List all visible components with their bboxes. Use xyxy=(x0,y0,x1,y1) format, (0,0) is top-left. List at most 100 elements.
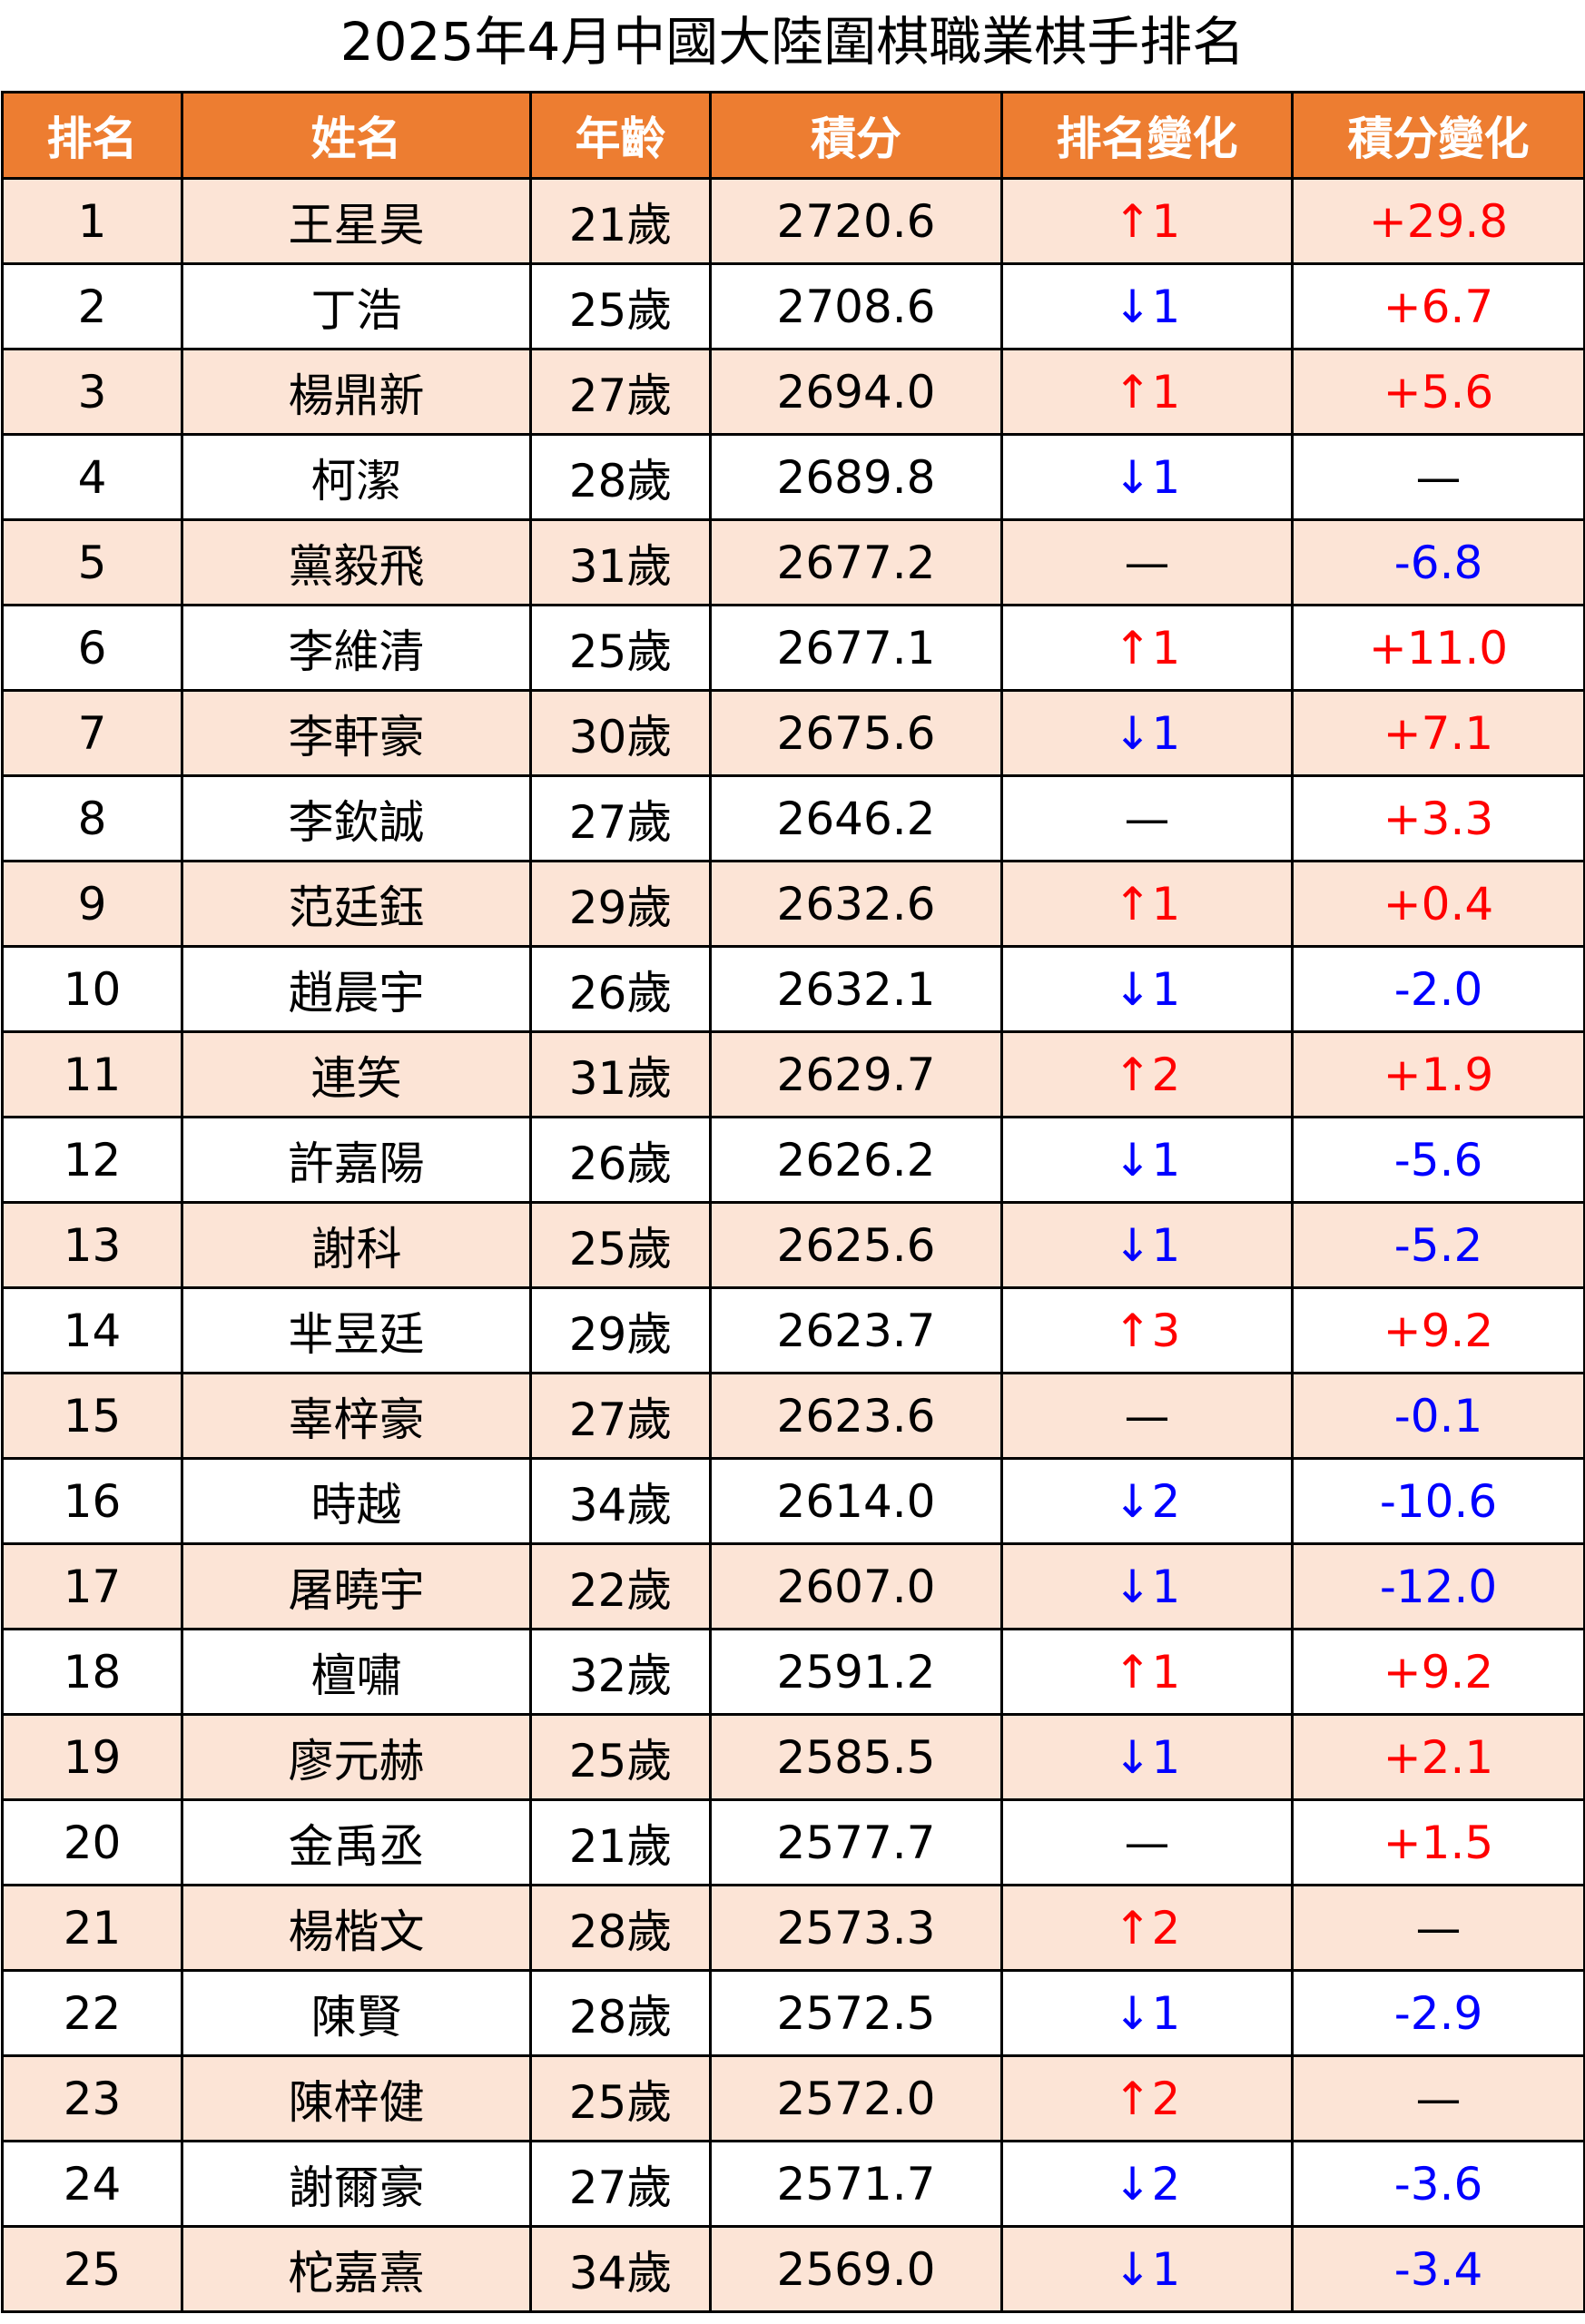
age-cell: 30歲 xyxy=(529,689,712,777)
rank-cell: 21 xyxy=(1,1884,183,1972)
points-cell: 2572.0 xyxy=(709,2054,1003,2142)
name-cell: 李欽誠 xyxy=(181,774,532,862)
name-cell: 丁浩 xyxy=(181,262,532,350)
points-change-cell: +0.4 xyxy=(1291,860,1585,948)
rank-cell: 3 xyxy=(1,348,183,436)
points-change-cell: -5.2 xyxy=(1291,1201,1585,1289)
name-cell: 金禹丞 xyxy=(181,1798,532,1886)
points-cell: 2585.5 xyxy=(709,1713,1003,1801)
table-row: 7 李軒豪 30歲 2675.6 ↓1 +7.1 xyxy=(1,689,1585,777)
table-row: 18 檀嘯 32歲 2591.2 ↑1 +9.2 xyxy=(1,1628,1585,1716)
column-header-rank: 排名 xyxy=(1,91,183,180)
rank-cell: 9 xyxy=(1,860,183,948)
rank-cell: 13 xyxy=(1,1201,183,1289)
age-cell: 29歲 xyxy=(529,860,712,948)
rank-change-cell: ↑1 xyxy=(1000,348,1294,436)
table-row: 9 范廷鈺 29歲 2632.6 ↑1 +0.4 xyxy=(1,860,1585,948)
column-header-points-change: 積分變化 xyxy=(1291,91,1585,180)
table-row: 2 丁浩 25歲 2708.6 ↓1 +6.7 xyxy=(1,262,1585,350)
rank-cell: 4 xyxy=(1,433,183,521)
age-cell: 25歲 xyxy=(529,1201,712,1289)
name-cell: 柁嘉熹 xyxy=(181,2225,532,2313)
name-cell: 謝科 xyxy=(181,1201,532,1289)
rank-cell: 23 xyxy=(1,2054,183,2142)
points-cell: 2626.2 xyxy=(709,1116,1003,1204)
rank-change-cell: ↓1 xyxy=(1000,945,1294,1033)
points-cell: 2614.0 xyxy=(709,1457,1003,1545)
points-change-cell: — xyxy=(1291,433,1585,521)
rank-cell: 25 xyxy=(1,2225,183,2313)
points-cell: 2573.3 xyxy=(709,1884,1003,1972)
rank-cell: 8 xyxy=(1,774,183,862)
rank-cell: 16 xyxy=(1,1457,183,1545)
points-change-cell: +9.2 xyxy=(1291,1286,1585,1374)
points-cell: 2577.7 xyxy=(709,1798,1003,1886)
age-cell: 29歲 xyxy=(529,1286,712,1374)
rank-cell: 24 xyxy=(1,2140,183,2228)
rank-change-cell: ↑1 xyxy=(1000,860,1294,948)
points-change-cell: -2.0 xyxy=(1291,945,1585,1033)
points-change-cell: -0.1 xyxy=(1291,1372,1585,1460)
age-cell: 27歲 xyxy=(529,774,712,862)
table-row: 5 黨毅飛 31歲 2677.2— -6.8 xyxy=(1,518,1585,606)
age-cell: 32歲 xyxy=(529,1628,712,1716)
table-row: 11 連笑 31歲 2629.7 ↑2 +1.9 xyxy=(1,1030,1585,1118)
name-cell: 時越 xyxy=(181,1457,532,1545)
rank-change-cell: ↑2 xyxy=(1000,2054,1294,2142)
points-cell: 2708.6 xyxy=(709,262,1003,350)
name-cell: 許嘉陽 xyxy=(181,1116,532,1204)
points-cell: 2623.7 xyxy=(709,1286,1003,1374)
rank-change-cell: ↑1 xyxy=(1000,604,1294,692)
rank-cell: 10 xyxy=(1,945,183,1033)
age-cell: 25歲 xyxy=(529,1713,712,1801)
table-row: 22 陳賢 28歲 2572.5 ↓1 -2.9 xyxy=(1,1969,1585,2057)
name-cell: 芈昱廷 xyxy=(181,1286,532,1374)
points-cell: 2625.6 xyxy=(709,1201,1003,1289)
rank-change-cell: ↓1 xyxy=(1000,1969,1294,2057)
points-change-cell: +7.1 xyxy=(1291,689,1585,777)
table-row: 20 金禹丞 21歲 2577.7— +1.5 xyxy=(1,1798,1585,1886)
name-cell: 楊楷文 xyxy=(181,1884,532,1972)
points-change-cell: +1.9 xyxy=(1291,1030,1585,1118)
column-header-name: 姓名 xyxy=(181,91,532,180)
points-cell: 2591.2 xyxy=(709,1628,1003,1716)
points-cell: 2720.6 xyxy=(709,177,1003,265)
name-cell: 李維清 xyxy=(181,604,532,692)
points-cell: 2694.0 xyxy=(709,348,1003,436)
points-change-cell: +6.7 xyxy=(1291,262,1585,350)
rank-cell: 1 xyxy=(1,177,183,265)
name-cell: 柯潔 xyxy=(181,433,532,521)
rank-change-cell: ↑2 xyxy=(1000,1884,1294,1972)
points-change-cell: -3.4 xyxy=(1291,2225,1585,2313)
rank-change-cell: — xyxy=(1000,1372,1294,1460)
age-cell: 25歲 xyxy=(529,2054,712,2142)
rank-cell: 17 xyxy=(1,1542,183,1630)
column-header-rank-change: 排名變化 xyxy=(1000,91,1294,180)
points-change-cell: -2.9 xyxy=(1291,1969,1585,2057)
table-row: 24 謝爾豪 27歲 2571.7 ↓2 -3.6 xyxy=(1,2140,1585,2228)
age-cell: 28歲 xyxy=(529,1884,712,1972)
age-cell: 21歲 xyxy=(529,177,712,265)
name-cell: 廖元赫 xyxy=(181,1713,532,1801)
name-cell: 楊鼎新 xyxy=(181,348,532,436)
rank-change-cell: — xyxy=(1000,774,1294,862)
age-cell: 31歲 xyxy=(529,1030,712,1118)
table-row: 23 陳梓健 25歲 2572.0 ↑2— xyxy=(1,2054,1585,2142)
table-row: 16 時越 34歲 2614.0 ↓2 -10.6 xyxy=(1,1457,1585,1545)
name-cell: 范廷鈺 xyxy=(181,860,532,948)
table-row: 15 辜梓豪 27歲 2623.6— -0.1 xyxy=(1,1372,1585,1460)
table-row: 8 李欽誠 27歲 2646.2— +3.3 xyxy=(1,774,1585,862)
points-cell: 2646.2 xyxy=(709,774,1003,862)
points-change-cell: +9.2 xyxy=(1291,1628,1585,1716)
points-change-cell: -6.8 xyxy=(1291,518,1585,606)
points-change-cell: -12.0 xyxy=(1291,1542,1585,1630)
table-row: 17 屠曉宇 22歲 2607.0 ↓1 -12.0 xyxy=(1,1542,1585,1630)
points-change-cell: +29.8 xyxy=(1291,177,1585,265)
rank-cell: 15 xyxy=(1,1372,183,1460)
age-cell: 28歲 xyxy=(529,1969,712,2057)
age-cell: 34歲 xyxy=(529,2225,712,2313)
table-row: 10 趙晨宇 26歲 2632.1 ↓1 -2.0 xyxy=(1,945,1585,1033)
rank-change-cell: ↓1 xyxy=(1000,1201,1294,1289)
rank-change-cell: ↓1 xyxy=(1000,1713,1294,1801)
rank-cell: 2 xyxy=(1,262,183,350)
